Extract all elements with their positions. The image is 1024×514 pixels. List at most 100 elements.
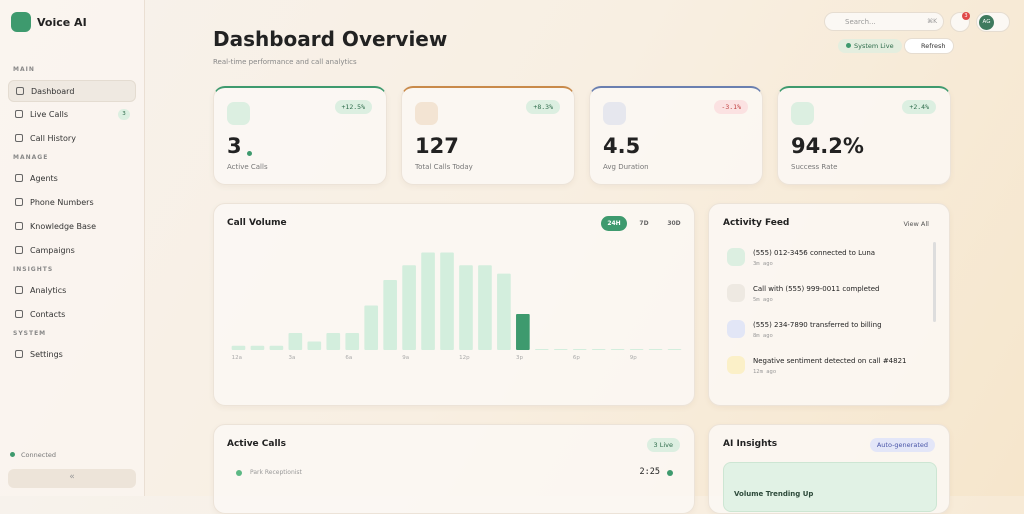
nav-icon <box>15 174 23 182</box>
call-duration: 2:25 <box>639 467 660 477</box>
stat-change: +2.4% <box>902 100 936 114</box>
nav-item[interactable]: Live Calls 3 <box>8 104 136 126</box>
notifications[interactable]: 3 <box>950 12 970 32</box>
card-title: Activity Feed <box>723 218 790 228</box>
x-tick-label: 6p <box>573 355 580 361</box>
bar <box>307 341 322 350</box>
stat-value: 4.5 <box>603 134 641 158</box>
stat-icon <box>227 102 250 125</box>
x-tick-label: 3a <box>289 355 296 361</box>
bar <box>402 265 416 350</box>
nav-icon <box>15 310 23 318</box>
bar <box>459 265 473 350</box>
nav-icon <box>15 246 23 254</box>
nav-badge: 3 <box>118 109 130 120</box>
nav-item[interactable]: Analytics <box>8 280 136 302</box>
stat-label: Total Calls Today <box>415 163 473 171</box>
page-title: Dashboard Overview <box>213 27 448 51</box>
bar <box>516 313 530 350</box>
card-title: Call Volume <box>227 218 287 228</box>
nav-icon <box>15 198 23 206</box>
activity-text: (555) 012-3456 connected to Luna <box>753 249 876 257</box>
x-tick-label: 6a <box>345 355 352 361</box>
nav-item[interactable]: Agents <box>8 168 136 190</box>
stat-label: Avg Duration <box>603 163 649 171</box>
activity-text: Call with (555) 999-0011 completed <box>753 285 880 293</box>
live-badge: 3 Live <box>646 438 680 452</box>
activity-icon <box>727 320 745 338</box>
section-title: MAIN <box>13 66 35 73</box>
nav-item[interactable]: Dashboard <box>8 80 136 102</box>
bar <box>497 273 511 350</box>
activity-card: Activity Feed View All (555) 012-3456 co… <box>708 203 950 406</box>
range-tab[interactable]: 24H <box>601 216 627 231</box>
active-calls-card: Active Calls 3 Live Park Receptionist 2:2… <box>213 424 695 514</box>
bar <box>326 333 341 350</box>
bar <box>629 348 644 350</box>
bar <box>534 348 549 350</box>
chart: 12a 3a 6a 9a 12p 3p 6p 9p <box>231 252 682 361</box>
notification-badge: 3 <box>962 12 970 20</box>
stat-card: +12.5% 3 Active Calls <box>213 86 387 185</box>
activity-icon <box>727 356 745 374</box>
card-title: AI Insights <box>723 439 778 449</box>
bar <box>478 265 492 350</box>
activity-icon <box>727 284 745 302</box>
status-dot <box>10 452 15 457</box>
nav-label: Settings <box>30 350 63 359</box>
x-tick-label: 3p <box>516 355 523 361</box>
search[interactable]: Search... ⌘K <box>824 12 944 31</box>
refresh-button[interactable]: Refresh <box>904 38 954 54</box>
x-tick-label: 12a <box>232 355 242 361</box>
logo <box>11 12 31 32</box>
call-live-dot <box>667 470 673 476</box>
stat-change: +8.3% <box>526 100 560 114</box>
range-tab[interactable]: 30D <box>667 220 681 227</box>
bar <box>231 345 246 350</box>
profile[interactable]: AG <box>976 12 1010 32</box>
call-volume-card: Call Volume 12a 3a 6a 9a 12p 3p 6p 9p 24H 7D 30D <box>213 203 695 406</box>
ai-insights-card: AI Insights Auto-generated Volume Trendi… <box>708 424 950 514</box>
bar <box>667 348 682 350</box>
section-title: INSIGHTS <box>13 266 54 273</box>
collapse-button[interactable]: « <box>8 469 136 488</box>
nav-label: Dashboard <box>31 87 75 96</box>
nav-item[interactable]: Contacts <box>8 304 136 326</box>
nav-item[interactable]: Knowledge Base <box>8 216 136 238</box>
bar <box>345 333 360 350</box>
activity-text: (555) 234-7890 transferred to billing <box>753 321 882 329</box>
nav-label: Knowledge Base <box>30 222 96 231</box>
bar <box>364 305 379 350</box>
stat-icon <box>791 102 814 125</box>
bar <box>269 345 284 350</box>
nav-item[interactable]: Campaigns <box>8 240 136 262</box>
stat-label: Active Calls <box>227 163 268 171</box>
nav-icon <box>15 134 23 142</box>
nav-label: Contacts <box>30 310 66 319</box>
stat-card: +2.4% 94.2% Success Rate <box>777 86 951 185</box>
activity-time: 5m ago <box>753 297 773 303</box>
view-all[interactable]: View All <box>903 220 929 228</box>
stat-label: Success Rate <box>791 163 838 171</box>
x-tick-label: 9a <box>402 355 409 361</box>
nav-item[interactable]: Settings <box>8 344 136 366</box>
bar <box>648 348 663 350</box>
status-dot <box>846 43 851 48</box>
x-tick-label: 9p <box>630 355 637 361</box>
shortcut: ⌘K <box>927 18 937 25</box>
nav-item[interactable]: Call History <box>8 128 136 150</box>
call-dot <box>236 470 242 476</box>
nav-label: Campaigns <box>30 246 75 255</box>
insight-card: Volume Trending Up <box>723 462 937 512</box>
card-title: Active Calls <box>227 439 286 449</box>
activity-text: Negative sentiment detected on call #482… <box>753 357 907 365</box>
nav-label: Agents <box>30 174 58 183</box>
auto-badge: Auto-generated <box>869 438 935 452</box>
stat-icon <box>415 102 438 125</box>
range-tab[interactable]: 7D <box>639 220 649 227</box>
bar <box>250 345 265 350</box>
x-tick-label: 12p <box>459 355 470 361</box>
nav-icon <box>15 222 23 230</box>
nav-item[interactable]: Phone Numbers <box>8 192 136 214</box>
